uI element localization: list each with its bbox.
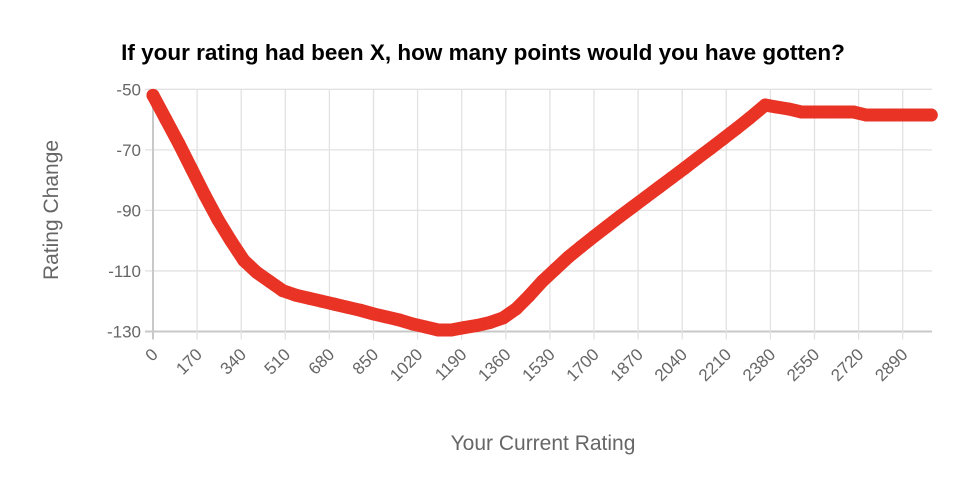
data-point [496,311,510,325]
data-point [561,250,575,264]
y-tick-labels: -50 -70 -90 -110 -130 [107,80,141,341]
data-point [808,105,821,119]
data-point [185,163,199,177]
data-point [250,265,264,279]
data-point [470,318,484,332]
data-point [782,102,796,116]
data-point [833,105,847,119]
x-tick-label: 0 [142,345,162,365]
data-point [392,313,406,327]
data-point [859,108,873,122]
data-point [172,137,186,151]
x-tick-label: 2550 [783,345,823,385]
data-point [574,240,588,254]
data-point [224,234,238,248]
data-point [535,275,549,289]
x-tick-label: 850 [349,345,382,378]
x-tick-label: 1020 [386,345,426,385]
x-tick-label: 1190 [431,345,470,384]
x-tick-label: 1870 [607,345,647,385]
data-point [289,288,303,302]
data-point [704,141,718,155]
y-tick-label: -110 [108,262,141,281]
data-point [237,253,251,267]
data-point [730,121,744,135]
data-point [198,188,212,202]
data-point [159,113,173,127]
y-tick-label: -130 [107,323,141,342]
x-tick-label: 680 [305,345,338,378]
data-point [691,151,705,165]
data-point [911,108,925,122]
x-tick-labels: 0 170 340 510 680 850 1020 1190 1360 1530 1700 1870… [142,345,912,385]
data-point [522,289,536,303]
data-point [263,275,277,289]
data-point [354,303,368,317]
data-point [769,100,783,114]
data-point [211,212,225,226]
data-point [367,307,380,321]
data-point [457,321,471,335]
data-point [846,105,860,119]
data-point [328,297,342,311]
data-point [418,320,432,334]
data-point [872,108,886,122]
data-point [613,209,627,223]
data-point [717,131,731,145]
data-point [509,302,523,316]
data-point [652,180,666,194]
data-point [587,229,601,243]
grid [145,88,932,340]
data-point [743,111,757,125]
data-point [626,200,640,214]
data-point [820,105,834,119]
x-tick-label: 510 [261,345,294,378]
x-axis-title: Your Current Rating [451,432,636,455]
x-tick-label: 2890 [871,345,911,385]
x-tick-label: 1360 [474,345,514,385]
x-tick-label: 2040 [651,345,691,385]
x-tick-label: 1530 [519,345,559,385]
data-point [146,88,160,102]
data-point [758,98,772,112]
data-point [315,294,329,308]
data-series [146,88,938,337]
data-point [795,105,809,119]
data-point [924,108,938,122]
y-axis-title: Rating Change [40,140,63,280]
data-point [483,315,497,329]
y-tick-label: -90 [116,201,141,220]
data-point [548,262,562,276]
data-point [444,323,458,337]
data-point [431,323,445,337]
data-point [276,284,290,298]
data-point [898,108,912,122]
x-tick-label: 2380 [739,345,779,385]
data-point [639,190,653,204]
x-tick-label: 2720 [827,345,867,385]
data-point [600,219,614,233]
x-tick-label: 340 [217,345,250,378]
chart-title: If your rating had been X, how many poin… [121,40,845,65]
y-tick-label: -70 [116,141,141,160]
data-point [379,310,393,324]
data-point [341,300,355,314]
x-tick-label: 1700 [563,345,603,385]
data-point [405,317,419,331]
data-point [885,108,899,122]
data-point [665,171,679,185]
x-tick-label: 2210 [695,345,735,385]
data-point [678,161,692,175]
x-tick-label: 170 [172,345,205,378]
y-tick-label: -50 [116,80,141,99]
data-point [302,291,316,305]
